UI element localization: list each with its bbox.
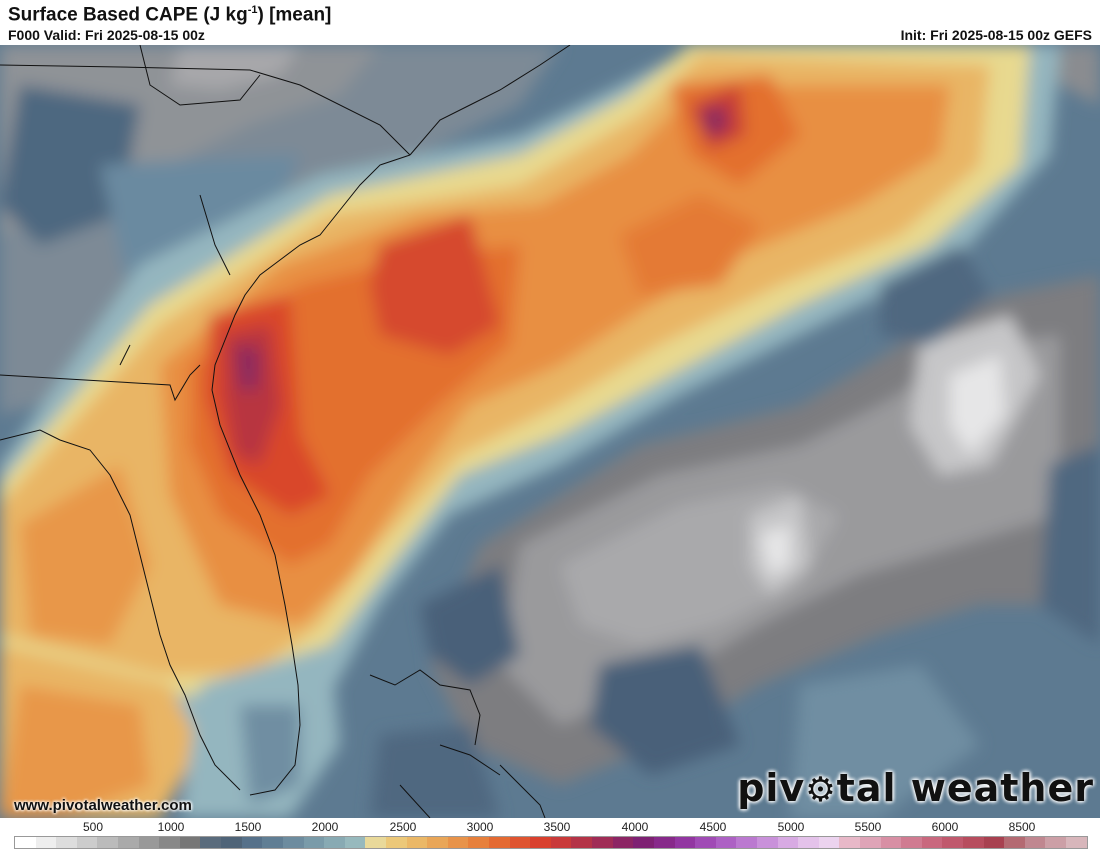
legend-tick-label: 3000	[466, 820, 494, 834]
legend-tick-label: 1500	[234, 820, 262, 834]
legend-swatch	[983, 837, 1005, 848]
gear-icon: ⚙	[805, 770, 837, 810]
legend-colorbar	[14, 836, 1088, 849]
legend-swatch	[76, 837, 98, 848]
legend-tick-label: 4500	[699, 820, 727, 834]
legend-swatch	[385, 837, 407, 848]
legend-tick-label: 8500	[1008, 820, 1036, 834]
legend-swatch	[715, 837, 737, 848]
valid-time: F000 Valid: Fri 2025-08-15 00z	[8, 27, 205, 43]
legend-swatch	[571, 837, 593, 848]
legend-tick-label: 2500	[389, 820, 417, 834]
legend-swatch	[839, 837, 860, 848]
legend-swatch	[1004, 837, 1025, 848]
legend-swatch	[818, 837, 840, 848]
legend-swatch	[756, 837, 778, 848]
legend-tick-label: 5500	[854, 820, 882, 834]
legend-swatch	[447, 837, 469, 848]
legend-tick-label: 1000	[157, 820, 185, 834]
legend-swatch	[262, 837, 283, 848]
site-url[interactable]: www.pivotalweather.com	[14, 797, 192, 814]
legend-swatch	[592, 837, 613, 848]
legend-tick-label: 6000	[931, 820, 959, 834]
legend-swatch	[97, 837, 119, 848]
legend-swatch	[159, 837, 180, 848]
map-title: Surface Based CAPE (J kg-1) [mean]	[8, 4, 332, 26]
legend-swatch	[550, 837, 572, 848]
legend-swatch	[880, 837, 902, 848]
legend-swatch	[427, 837, 448, 848]
legend-swatch	[56, 837, 77, 848]
legend-swatch	[798, 837, 819, 848]
legend-swatch	[406, 837, 428, 848]
legend-swatch	[221, 837, 242, 848]
legend-swatch	[15, 837, 36, 848]
legend-tick-label: 3500	[543, 820, 571, 834]
legend-swatch	[282, 837, 304, 848]
legend-swatch	[859, 837, 881, 848]
legend-tick-label: 4000	[621, 820, 649, 834]
legend-swatch	[1066, 837, 1087, 848]
coastlines	[0, 45, 571, 818]
legend-swatch	[963, 837, 984, 848]
legend-swatch	[365, 837, 386, 848]
color-legend: 500 1000 1500 2000 2500 3000 3500 4000 4500 5000 5…	[0, 818, 1100, 850]
legend-swatch	[118, 837, 139, 848]
legend-swatch	[509, 837, 531, 848]
legend-swatch	[241, 837, 263, 848]
legend-swatch	[324, 837, 345, 848]
legend-swatch	[695, 837, 716, 848]
legend-ticks: 500 1000 1500 2000 2500 3000 3500 4000 4500 5000 5…	[0, 818, 1100, 836]
map-header: Surface Based CAPE (J kg-1) [mean] F000 …	[0, 0, 1100, 45]
legend-swatch	[942, 837, 964, 848]
brand-logo: piv⚙tal weather	[737, 766, 1094, 810]
legend-swatch	[1024, 837, 1046, 848]
legend-swatch	[1045, 837, 1067, 848]
legend-swatch	[344, 837, 366, 848]
legend-swatch	[736, 837, 757, 848]
legend-swatch	[777, 837, 799, 848]
legend-swatch	[921, 837, 943, 848]
legend-swatch	[612, 837, 634, 848]
legend-swatch	[653, 837, 675, 848]
legend-swatch	[179, 837, 201, 848]
legend-swatch	[200, 837, 222, 848]
legend-swatch	[468, 837, 490, 848]
legend-swatch	[303, 837, 325, 848]
legend-tick-label: 500	[82, 820, 104, 834]
legend-swatch	[138, 837, 160, 848]
legend-swatch	[530, 837, 551, 848]
legend-swatch	[489, 837, 510, 848]
legend-swatch	[35, 837, 57, 848]
legend-swatch	[674, 837, 696, 848]
legend-tick-label: 2000	[311, 820, 339, 834]
init-time: Init: Fri 2025-08-15 00z GEFS	[900, 27, 1092, 43]
cape-field	[0, 45, 1100, 818]
legend-swatch	[901, 837, 922, 848]
cape-map[interactable]	[0, 45, 1100, 818]
legend-tick-label: 5000	[777, 820, 805, 834]
legend-swatch	[633, 837, 654, 848]
